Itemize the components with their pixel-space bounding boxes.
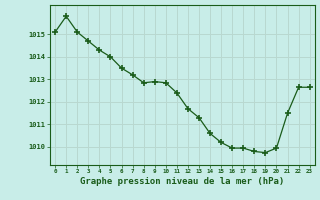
X-axis label: Graphe pression niveau de la mer (hPa): Graphe pression niveau de la mer (hPa) [80,177,284,186]
